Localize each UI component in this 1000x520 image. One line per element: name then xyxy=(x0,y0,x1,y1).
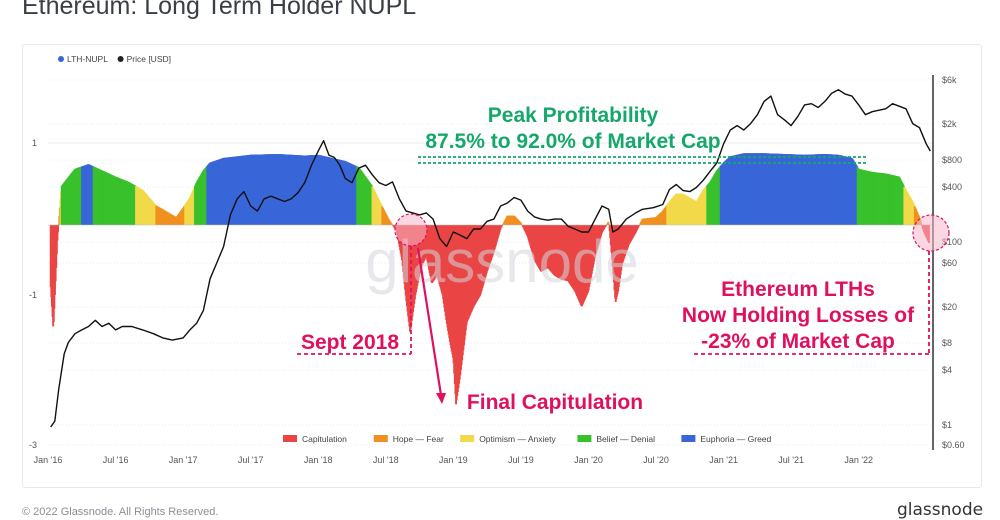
x-tick-label: Jul '16 xyxy=(103,455,129,465)
right-tick-label: $2k xyxy=(942,119,957,129)
right-tick-label: $800 xyxy=(942,155,962,165)
legend-bottom-label: Optimism — Anxiety xyxy=(479,434,556,444)
right-tick-label: $4 xyxy=(942,365,952,375)
final-capitulation-label: Final Capitulation xyxy=(467,391,643,414)
left-tick-label: 1 xyxy=(32,138,37,148)
x-tick-label: Jul '20 xyxy=(643,455,669,465)
brand-logo: glassnode xyxy=(897,500,984,520)
legend-top-dot xyxy=(58,56,64,62)
legends: LTH-NUPL Price [USD] Capitulation Hope — Fe… xyxy=(58,54,772,444)
right-tick-label: $100 xyxy=(942,237,962,247)
x-tick-label: Jan '19 xyxy=(439,455,468,465)
legend-bottom-label: Capitulation xyxy=(302,434,347,444)
x-tick-label: Jan '21 xyxy=(709,455,738,465)
grid xyxy=(48,79,933,446)
legend-bottom-swatch xyxy=(681,435,696,442)
legend-top-label: LTH-NUPL xyxy=(67,54,108,64)
right-tick-label: $8 xyxy=(942,338,952,348)
sept-2018-marker xyxy=(394,213,428,247)
x-tick-label: Jan '18 xyxy=(304,455,333,465)
x-tick-label: Jan '22 xyxy=(844,455,873,465)
lth-label-line1: Ethereum LTHs xyxy=(721,278,875,301)
peak-label-line2: 87.5% to 92.0% of Market Cap xyxy=(425,130,720,153)
capitulation-arrow xyxy=(416,247,443,396)
x-tick-label: Jan '17 xyxy=(169,455,198,465)
right-tick-label: $20 xyxy=(942,302,957,312)
nupl-bars xyxy=(49,153,930,405)
axes: Jan '16 Jul '16 Jan '17 Jul '17 Jan '18 Jul '… xyxy=(29,75,965,465)
right-tick-label: $1 xyxy=(942,420,952,430)
copyright: © 2022 Glassnode. All Rights Reserved. xyxy=(22,506,219,518)
capitulation-arrowhead xyxy=(436,393,446,404)
legend-top-dot xyxy=(117,56,124,62)
lth-label-line2: Now Holding Losses of xyxy=(682,304,915,327)
left-tick-label: -1 xyxy=(29,290,37,300)
right-tick-label: $400 xyxy=(942,182,962,192)
legend-top-label: Price [USD] xyxy=(127,54,171,64)
legend-bottom-swatch xyxy=(577,435,592,442)
right-tick-label: $6k xyxy=(942,75,957,85)
lth-label-line3: -23% of Market Cap xyxy=(701,330,895,353)
x-tick-label: Jul '19 xyxy=(508,455,534,465)
legend-bottom-swatch xyxy=(283,435,297,442)
x-tick-label: Jul '17 xyxy=(238,455,264,465)
legend-bottom-swatch xyxy=(460,435,475,442)
sept-2018-label: Sept 2018 xyxy=(301,331,399,354)
legend-bottom-label: Belief — Denial xyxy=(596,434,655,444)
price-line xyxy=(50,89,931,428)
peak-label-line1: Peak Profitability xyxy=(488,104,659,127)
x-tick-label: Jan '16 xyxy=(34,455,63,465)
legend-bottom-label: Hope — Fear xyxy=(393,434,444,444)
x-tick-label: Jan '20 xyxy=(574,455,603,465)
right-tick-label: $0.60 xyxy=(942,440,965,450)
x-tick-label: Jul '21 xyxy=(778,455,804,465)
current-marker xyxy=(912,214,950,252)
left-tick-label: -3 xyxy=(29,440,37,450)
legend-bottom-label: Euphoria — Greed xyxy=(700,434,771,444)
x-tick-label: Jul '18 xyxy=(373,455,399,465)
legend-bottom-swatch xyxy=(373,435,388,442)
chart-title: Ethereum: Long Term Holder NUPL xyxy=(22,0,417,20)
right-tick-label: $60 xyxy=(942,258,957,268)
chart-frame xyxy=(22,44,982,488)
